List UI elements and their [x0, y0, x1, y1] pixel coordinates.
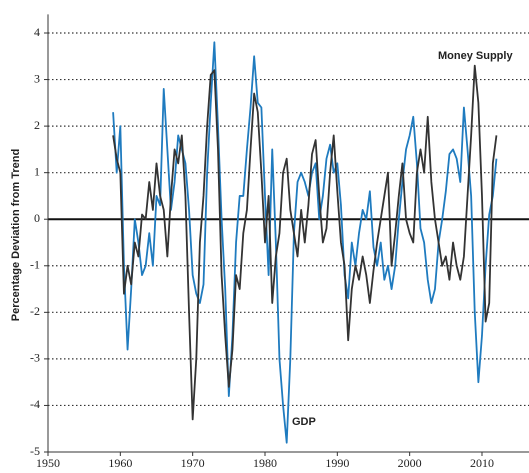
- y-tick-label: 2: [34, 118, 40, 132]
- x-tick-label: 2000: [398, 456, 422, 470]
- series-annotation: Money Supply: [438, 50, 513, 62]
- y-tick-label: 3: [34, 71, 40, 85]
- x-tick-label: 2010: [470, 456, 494, 470]
- y-tick-label: -3: [30, 351, 40, 365]
- x-tick-label: 1990: [325, 456, 349, 470]
- y-tick-label: -5: [30, 444, 40, 458]
- y-tick-label: 0: [34, 211, 40, 225]
- y-axis-label: Percentage Deviation from Trend: [10, 149, 22, 321]
- y-tick-label: -1: [30, 258, 40, 272]
- y-tick-label: 1: [34, 164, 40, 178]
- x-tick-label: 1970: [181, 456, 205, 470]
- x-tick-label: 1950: [36, 456, 60, 470]
- x-tick-label: 1980: [253, 456, 277, 470]
- series-line: [112, 41, 498, 444]
- plot-area: [112, 41, 498, 444]
- y-tick-label: 4: [34, 25, 40, 39]
- series-annotation: GDP: [292, 416, 316, 428]
- series-line: [112, 64, 498, 421]
- y-tick-label: -2: [30, 304, 40, 318]
- y-tick-label: -4: [30, 397, 40, 411]
- x-tick-label: 1960: [108, 456, 132, 470]
